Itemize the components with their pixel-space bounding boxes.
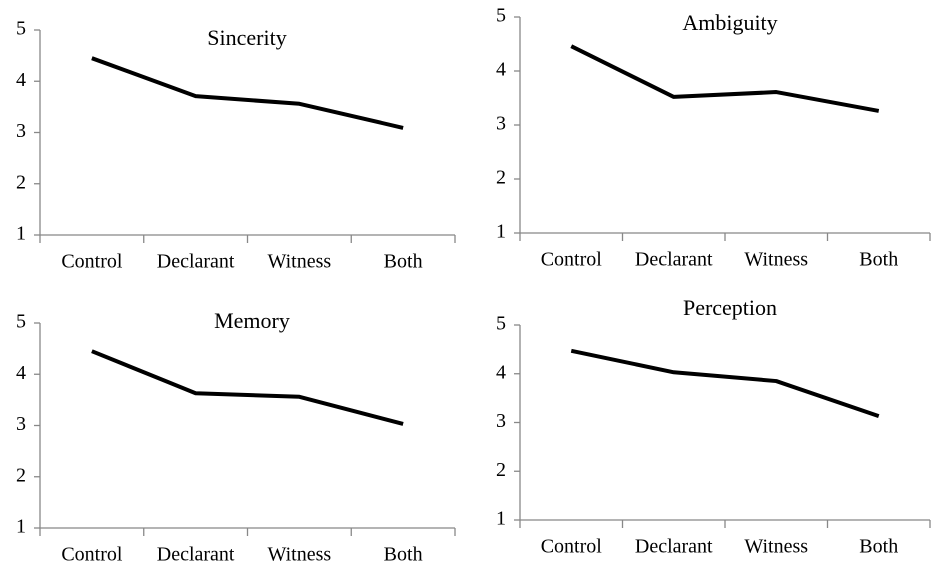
y-tick-label: 1 [496, 508, 506, 530]
x-tick-label: Both [384, 544, 423, 566]
x-tick-label: Declarant [157, 544, 235, 566]
x-tick-label: Both [859, 536, 898, 558]
y-tick-label: 3 [496, 113, 506, 135]
x-tick-label: Control [61, 251, 123, 273]
data-line [570, 44, 880, 113]
data-line [91, 56, 404, 130]
x-tick-label: Declarant [635, 536, 713, 558]
x-tick-label: Witness [744, 536, 808, 558]
x-tick-label: Both [859, 249, 898, 271]
y-tick-label: 3 [16, 120, 26, 142]
y-tick-label: 4 [496, 59, 506, 81]
y-tick-label: 4 [16, 69, 26, 91]
y-tick-label: 3 [496, 410, 506, 432]
x-tick-label: Witness [268, 251, 332, 273]
y-tick-label: 5 [496, 313, 506, 335]
y-tick-label: 1 [16, 223, 26, 245]
y-tick-label: 5 [16, 18, 26, 40]
y-tick-label: 2 [16, 464, 26, 486]
y-tick-label: 2 [16, 171, 26, 193]
chart-title: Sincerity [207, 25, 286, 50]
chart-title: Ambiguity [682, 10, 777, 35]
chart-title: Perception [683, 295, 777, 320]
y-tick-label: 5 [16, 311, 26, 333]
x-tick-label: Both [384, 251, 423, 273]
x-tick-label: Control [541, 536, 603, 558]
y-tick-label: 4 [496, 361, 506, 383]
x-tick-label: Declarant [635, 249, 713, 271]
y-tick-label: 1 [16, 516, 26, 538]
y-tick-label: 4 [16, 362, 26, 384]
x-tick-label: Witness [268, 544, 332, 566]
y-tick-label: 2 [496, 459, 506, 481]
x-tick-label: Declarant [157, 251, 235, 273]
data-line [91, 349, 404, 426]
x-tick-label: Control [541, 249, 603, 271]
data-line [570, 348, 880, 419]
y-tick-label: 3 [16, 413, 26, 435]
y-tick-label: 2 [496, 167, 506, 189]
y-tick-label: 1 [496, 221, 506, 243]
chart-title: Memory [214, 308, 290, 333]
x-tick-label: Witness [744, 249, 808, 271]
y-tick-label: 5 [496, 5, 506, 27]
x-tick-label: Control [61, 544, 123, 566]
